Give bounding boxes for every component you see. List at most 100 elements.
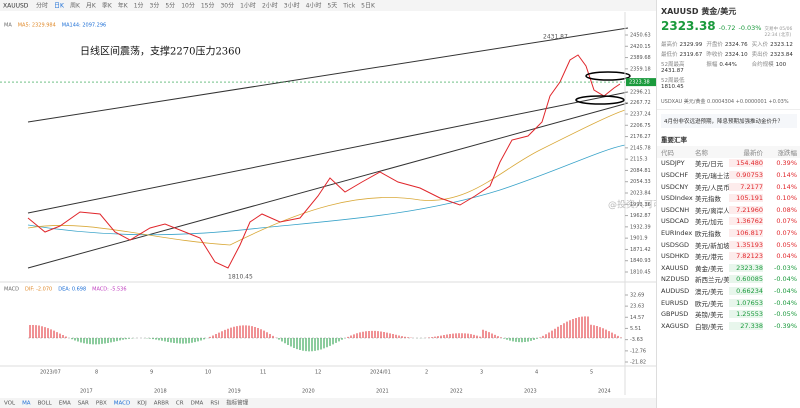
period-tab[interactable]: 2小时	[262, 2, 278, 10]
rate-cell: 0.14%	[776, 182, 797, 191]
indicator-tab[interactable]: DMA	[191, 401, 204, 407]
rate-cell: -0.04%	[774, 298, 797, 307]
year-label: 2018	[154, 389, 167, 395]
rate-row[interactable]: USDJPY 美元/日元 154.480 0.39%	[657, 158, 800, 170]
rate-row[interactable]: USDCHF 美元/瑞士法郎0.90753 0.14%	[657, 169, 800, 181]
indicator-tab[interactable]: PBX	[96, 401, 107, 407]
rate-row[interactable]: AUDUSD 澳元/美元 0.66234 -0.04%	[657, 285, 800, 297]
indicator-tab[interactable]: MA	[22, 401, 31, 407]
rate-cell: 美元/日元	[695, 160, 724, 169]
rate-cell: USDCNY	[661, 182, 689, 191]
period-tab[interactable]: 季K	[102, 2, 113, 10]
period-tab[interactable]: 4小时	[306, 2, 322, 10]
indicator-tab[interactable]: RSI	[210, 401, 219, 407]
year-label: 2021	[376, 389, 389, 395]
period-tab[interactable]: 5天	[327, 3, 337, 10]
period-tab[interactable]: Tick	[342, 3, 355, 10]
year-label: 2019	[228, 389, 241, 395]
period-tab[interactable]: 月K	[86, 3, 97, 10]
x-label: 5	[590, 370, 593, 376]
rate-cell: USDHKD	[661, 252, 690, 261]
rate-row[interactable]: USDCNH 美元/离岸人民币7.21960 0.08%	[657, 204, 800, 216]
year-label: 2017	[80, 389, 93, 395]
ma-legend: MA	[4, 23, 12, 29]
rate-cell: XAGUSD	[661, 321, 689, 330]
rate-row[interactable]: XAUUSD 黄金/美元 2323.38 -0.03%	[657, 262, 800, 274]
rate-cell: -0.03%	[774, 263, 797, 272]
period-tab[interactable]: 周K	[70, 3, 81, 10]
period-tab[interactable]: 1小时	[240, 2, 256, 10]
rates-title: 重要汇率	[661, 136, 687, 144]
period-tab[interactable]: 年K	[118, 2, 129, 10]
indicator-tab[interactable]: SAR	[78, 401, 89, 407]
news-item[interactable]: 4月份非农远逊预期，降息预期加强推动金价升？	[661, 114, 797, 128]
year-label: 2020	[302, 389, 315, 395]
rate-row[interactable]: NZDUSD 新西兰元/美元0.60085 -0.04%	[657, 274, 800, 286]
x-label: 2024/01	[370, 370, 391, 376]
period-tab[interactable]: 5分	[165, 2, 175, 10]
indicator-tab[interactable]: ARBR	[154, 401, 169, 407]
period-tab[interactable]: 3小时	[284, 2, 300, 10]
indicator-tab[interactable]: EMA	[59, 401, 71, 407]
rate-row[interactable]: XAGUSD 白银/美元 27.338 -0.39%	[657, 320, 800, 332]
rate-cell: 美元/港元	[695, 253, 724, 262]
quote-change-pct: -0.03%	[738, 24, 762, 32]
price-tick-label: 2296.21	[630, 90, 651, 96]
rate-row[interactable]: EURUSD 欧元/美元 1.07653 -0.04%	[657, 297, 800, 309]
rate-row[interactable]: USDCNY 美元/人民币 7.2177 0.14%	[657, 181, 800, 193]
period-tab[interactable]: 3分	[150, 2, 160, 10]
x-label: 3	[480, 370, 483, 376]
stat-item: 昨收价 2324.10	[706, 50, 751, 58]
rates-table: 代码 名称 最新价 涨跌幅 USDJPY 美元/日元 154.480 0.39% USDCHF 美…	[657, 146, 800, 332]
rate-row[interactable]: USDIndex 美元指数 105.191 0.10%	[657, 192, 800, 204]
rate-row[interactable]: EURIndex 欧元指数 106.817 0.07%	[657, 227, 800, 239]
period-tab[interactable]: 日K	[54, 3, 65, 10]
highlight-ellipse	[585, 71, 631, 81]
indicator-tab[interactable]: VOL	[4, 401, 16, 407]
rate-row[interactable]: USDSGD 美元/新加坡元1.35193 0.05%	[657, 239, 800, 251]
indicator-tab[interactable]: CR	[176, 401, 184, 407]
rate-cell: NZDUSD	[661, 275, 690, 284]
period-tab[interactable]: 分时	[36, 2, 48, 10]
stat-value: 2431.87	[661, 68, 684, 74]
stats-grid: 最高价 2329.99 开盘价 2324.76 买入价 2323.12 最低价 2319.67…	[657, 40, 800, 90]
rate-cell: 澳元/美元	[695, 287, 724, 296]
current-price-box	[626, 78, 656, 87]
channel-line	[27, 27, 629, 123]
price-tick-label: 2023.84	[630, 191, 651, 197]
rate-cell: 0.39%	[776, 159, 797, 168]
x-label: 8	[95, 370, 98, 376]
stat-label: 昨收价	[706, 52, 723, 58]
inverse-quote[interactable]: USDXAU 美元/黄金 0.0004304 +0.0000001 +0.03%	[657, 90, 800, 110]
rate-cell: 0.04%	[776, 252, 797, 261]
rate-cell: 7.82123	[729, 252, 763, 261]
rate-row[interactable]: USDHKD 美元/港元 7.82123 0.04%	[657, 250, 800, 262]
period-tab[interactable]: 5日K	[361, 3, 376, 10]
rate-row[interactable]: USDCAD 美元/加元 1.36762 0.07%	[657, 216, 800, 228]
rate-cell: 美元/瑞士法郎	[695, 171, 729, 180]
quote-status: 交易中 05/06 22:34 (北京)	[764, 27, 793, 38]
period-tab[interactable]: 30分	[220, 2, 234, 10]
rate-cell: 0.05%	[776, 240, 797, 249]
ma-legend: MA144: 2097.296	[62, 23, 106, 29]
period-tab[interactable]: 1分	[134, 2, 144, 10]
rate-cell: -0.39%	[774, 321, 797, 330]
stat-item: 合约规模 100	[752, 60, 797, 74]
macd-tick-label: -21.82	[630, 360, 646, 366]
stat-value: 100	[775, 62, 787, 68]
stat-item: 买入价 2323.12	[752, 40, 797, 48]
rate-cell: USDSGD	[661, 240, 690, 249]
period-tab[interactable]: 10分	[181, 2, 195, 10]
price-tick-label: 2115.3	[630, 157, 648, 163]
macd-tick-label: -12.76	[630, 348, 646, 354]
stat-label: 最低价	[661, 52, 678, 58]
indicator-tab[interactable]: MACD	[114, 401, 131, 407]
price-tick-label: 2084.81	[630, 168, 651, 174]
rate-row[interactable]: GBPUSD 英镑/美元 1.25553 -0.05%	[657, 308, 800, 320]
indicator-tab[interactable]: BOLL	[38, 401, 53, 407]
macd-legend: DIF: -2.070	[25, 287, 52, 293]
x-label: 12	[315, 370, 321, 376]
indicator-tab[interactable]: 指标管理	[226, 399, 249, 407]
period-tab[interactable]: 15分	[201, 2, 215, 10]
indicator-tab[interactable]: KDJ	[137, 401, 147, 407]
